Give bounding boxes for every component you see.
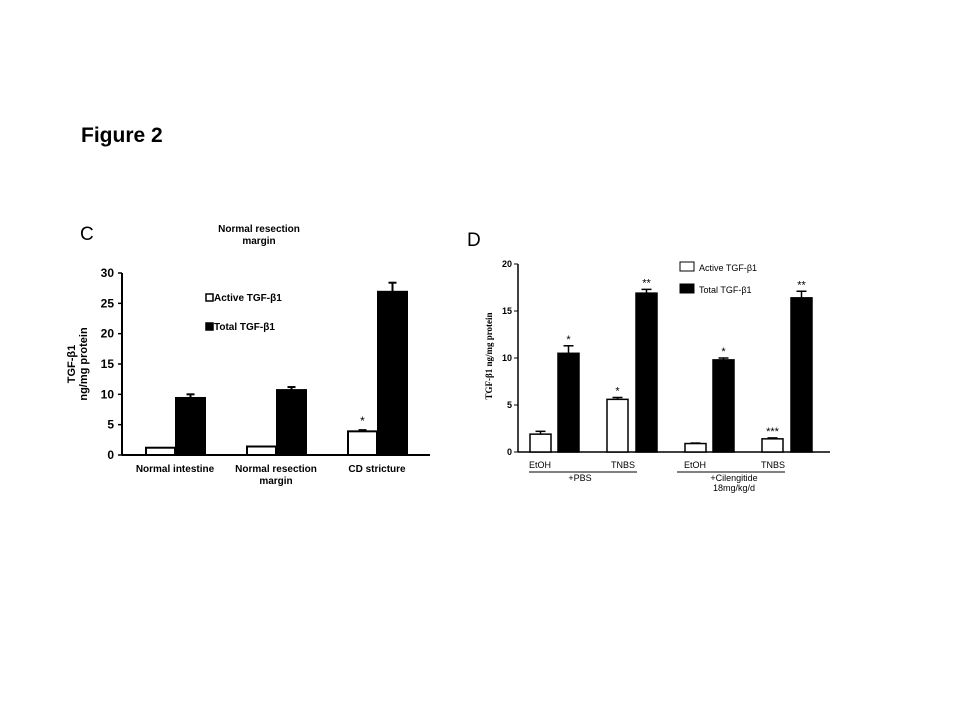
- y-axis-label-line: ng/mg protein: [78, 327, 90, 401]
- y-axis-label: TGF-β1 ng/mg protein: [484, 312, 494, 399]
- bar: [377, 290, 408, 456]
- y-tick-label: 15: [502, 306, 512, 316]
- bar: [557, 352, 580, 453]
- bar: [635, 292, 658, 453]
- x-tick-label: Normal intestine: [136, 464, 215, 475]
- legend-swatch: [679, 261, 695, 272]
- y-axis-label: TGF-β1 ng/mg protein: [66, 327, 90, 401]
- bar: [145, 446, 176, 457]
- significance-mark: *: [360, 414, 365, 428]
- x-tick-label: EtOH: [684, 460, 706, 470]
- significance-mark: *: [615, 385, 620, 397]
- y-tick-label: 5: [507, 400, 512, 410]
- bar: [684, 442, 707, 453]
- legend-swatch: [205, 293, 214, 302]
- significance-mark: **: [642, 277, 651, 289]
- legend-swatch: [679, 283, 695, 294]
- y-tick-label: 25: [101, 296, 115, 310]
- legend-label: Active TGF-β1: [699, 263, 757, 273]
- bar: [175, 396, 206, 456]
- bar: [712, 359, 735, 453]
- x-tick-label: TNBS: [761, 460, 785, 470]
- y-tick-label: 10: [502, 353, 512, 363]
- x-tick-label: margin: [259, 476, 292, 487]
- panel-label: D: [467, 230, 481, 251]
- bar: [276, 389, 307, 456]
- y-tick-label: 30: [101, 266, 115, 280]
- y-axis-label-line: TGF-β1: [66, 345, 78, 384]
- significance-mark: *: [721, 346, 726, 358]
- legend-label: Total TGF-β1: [699, 285, 752, 295]
- legend-label: Total TGF-β1: [214, 322, 275, 333]
- significance-mark: *: [566, 334, 571, 346]
- bar: [606, 398, 629, 453]
- bar: [529, 433, 552, 453]
- significance-mark: **: [797, 279, 806, 291]
- figure-title: Figure 2: [81, 124, 163, 147]
- x-tick-label: Normal resection: [235, 464, 317, 475]
- legend-swatch: [205, 322, 214, 331]
- x-tick-label: CD stricture: [348, 464, 406, 475]
- x-tick-label: TNBS: [611, 460, 635, 470]
- group-label: 18mg/kg/d: [713, 483, 755, 493]
- x-tick-label: EtOH: [529, 460, 551, 470]
- bar: [347, 430, 378, 456]
- bar: [246, 445, 277, 456]
- y-tick-label: 20: [101, 327, 115, 341]
- bar: [761, 438, 784, 453]
- y-tick-label: 20: [502, 259, 512, 269]
- group-label: +Cilengitide: [710, 473, 757, 483]
- group-label: +PBS: [568, 473, 591, 483]
- y-tick-label: 5: [107, 418, 114, 432]
- chart-title: margin: [242, 236, 275, 247]
- bar: [790, 297, 813, 453]
- legend-label: Active TGF-β1: [214, 293, 282, 304]
- panel-label: C: [80, 224, 94, 245]
- y-tick-label: 0: [507, 447, 512, 457]
- y-tick-label: 0: [107, 448, 114, 462]
- y-tick-label: 15: [101, 357, 115, 371]
- chart-title: Normal resection: [218, 224, 300, 235]
- y-tick-label: 10: [101, 387, 115, 401]
- significance-mark: ***: [766, 426, 780, 438]
